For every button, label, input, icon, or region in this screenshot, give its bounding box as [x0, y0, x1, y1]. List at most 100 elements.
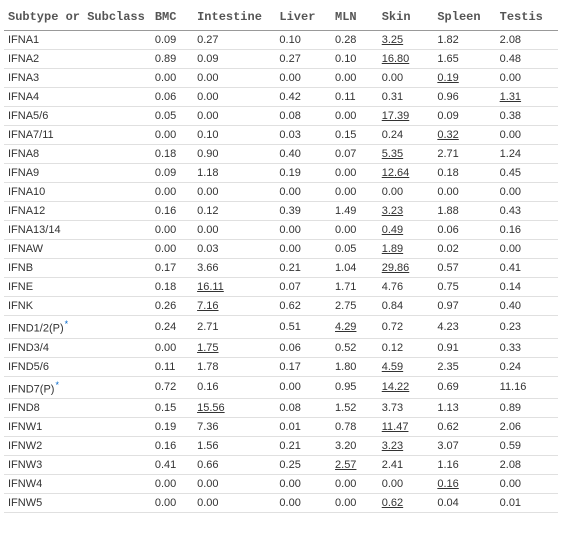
cell-value: 0.24 — [151, 316, 193, 339]
cell-value: 0.19 — [275, 164, 331, 183]
cell-value: 0.01 — [275, 418, 331, 437]
cell-value: 1.71 — [331, 278, 378, 297]
table-row: IFNW20.161.560.213.203.233.070.59 — [4, 437, 558, 456]
row-label: IFNA13/14 — [4, 221, 151, 240]
table-row: IFNB0.173.660.211.0429.860.570.41 — [4, 259, 558, 278]
table-row: IFNK0.267.160.622.750.840.970.40 — [4, 297, 558, 316]
cell-value: 0.00 — [496, 183, 558, 202]
cell-value: 0.40 — [275, 145, 331, 164]
cell-value: 0.00 — [331, 475, 378, 494]
cell-value: 0.69 — [433, 376, 495, 399]
cell-value: 2.06 — [496, 418, 558, 437]
cell-value: 0.00 — [496, 475, 558, 494]
table-row: IFNE0.1816.110.071.714.760.750.14 — [4, 278, 558, 297]
cell-value: 0.16 — [193, 376, 275, 399]
col-mln: MLN — [331, 4, 378, 31]
cell-value: 3.23 — [378, 202, 434, 221]
cell-value: 0.00 — [151, 69, 193, 88]
cell-value: 0.04 — [433, 494, 495, 513]
row-label: IFNB — [4, 259, 151, 278]
row-label: IFNA8 — [4, 145, 151, 164]
cell-value: 0.72 — [151, 376, 193, 399]
cell-value: 1.31 — [496, 88, 558, 107]
row-label: IFNA10 — [4, 183, 151, 202]
cell-value: 1.04 — [331, 259, 378, 278]
cell-value: 16.80 — [378, 50, 434, 69]
cell-value: 0.06 — [151, 88, 193, 107]
cell-value: 0.06 — [275, 338, 331, 357]
cell-value: 0.72 — [378, 316, 434, 339]
cell-value: 1.78 — [193, 357, 275, 376]
cell-value: 0.39 — [275, 202, 331, 221]
cell-value: 0.18 — [433, 164, 495, 183]
cell-value: 1.89 — [378, 240, 434, 259]
cell-value: 0.16 — [151, 202, 193, 221]
cell-value: 2.71 — [193, 316, 275, 339]
cell-value: 0.07 — [331, 145, 378, 164]
cell-value: 0.00 — [193, 69, 275, 88]
cell-value: 0.00 — [275, 376, 331, 399]
col-bmc: BMC — [151, 4, 193, 31]
cell-value: 0.21 — [275, 259, 331, 278]
cell-value: 2.57 — [331, 456, 378, 475]
table-row: IFND80.1515.560.081.523.731.130.89 — [4, 399, 558, 418]
row-label: IFNW3 — [4, 456, 151, 475]
footnote-star-icon: * — [65, 319, 69, 329]
row-label: IFNE — [4, 278, 151, 297]
cell-value: 2.08 — [496, 31, 558, 50]
table-row: IFNA5/60.050.000.080.0017.390.090.38 — [4, 107, 558, 126]
cell-value: 1.88 — [433, 202, 495, 221]
row-label: IFNA9 — [4, 164, 151, 183]
cell-value: 0.19 — [151, 418, 193, 437]
cell-value: 3.20 — [331, 437, 378, 456]
cell-value: 14.22 — [378, 376, 434, 399]
cell-value: 0.09 — [433, 107, 495, 126]
cell-value: 0.15 — [151, 399, 193, 418]
col-subtype: Subtype or Subclass — [4, 4, 151, 31]
cell-value: 0.00 — [378, 69, 434, 88]
cell-value: 0.59 — [496, 437, 558, 456]
table-row: IFNW30.410.660.252.572.411.162.08 — [4, 456, 558, 475]
cell-value: 0.12 — [193, 202, 275, 221]
table-row: IFNA120.160.120.391.493.231.880.43 — [4, 202, 558, 221]
cell-value: 0.19 — [433, 69, 495, 88]
cell-value: 0.00 — [275, 183, 331, 202]
cell-value: 0.05 — [331, 240, 378, 259]
cell-value: 0.62 — [378, 494, 434, 513]
cell-value: 1.24 — [496, 145, 558, 164]
cell-value: 0.09 — [151, 31, 193, 50]
cell-value: 0.16 — [496, 221, 558, 240]
row-label: IFNA2 — [4, 50, 151, 69]
cell-value: 0.00 — [275, 69, 331, 88]
cell-value: 1.52 — [331, 399, 378, 418]
cell-value: 0.41 — [151, 456, 193, 475]
cell-value: 0.00 — [151, 240, 193, 259]
expression-table: Subtype or Subclass BMC Intestine Liver … — [4, 4, 558, 513]
cell-value: 0.00 — [378, 475, 434, 494]
cell-value: 1.75 — [193, 338, 275, 357]
cell-value: 1.49 — [331, 202, 378, 221]
cell-value: 0.00 — [331, 164, 378, 183]
cell-value: 0.07 — [275, 278, 331, 297]
cell-value: 0.00 — [151, 338, 193, 357]
cell-value: 0.05 — [151, 107, 193, 126]
cell-value: 0.48 — [496, 50, 558, 69]
cell-value: 0.41 — [496, 259, 558, 278]
cell-value: 3.23 — [378, 437, 434, 456]
cell-value: 4.23 — [433, 316, 495, 339]
cell-value: 0.10 — [275, 31, 331, 50]
row-label: IFNK — [4, 297, 151, 316]
cell-value: 0.84 — [378, 297, 434, 316]
cell-value: 0.00 — [331, 107, 378, 126]
cell-value: 0.00 — [151, 183, 193, 202]
cell-value: 5.35 — [378, 145, 434, 164]
cell-value: 2.75 — [331, 297, 378, 316]
cell-value: 0.00 — [331, 183, 378, 202]
cell-value: 0.78 — [331, 418, 378, 437]
row-label: IFND1/2(P)* — [4, 316, 151, 339]
footnote-star-icon: * — [55, 380, 59, 390]
cell-value: 0.15 — [331, 126, 378, 145]
cell-value: 0.00 — [151, 126, 193, 145]
cell-value: 0.38 — [496, 107, 558, 126]
cell-value: 0.31 — [378, 88, 434, 107]
